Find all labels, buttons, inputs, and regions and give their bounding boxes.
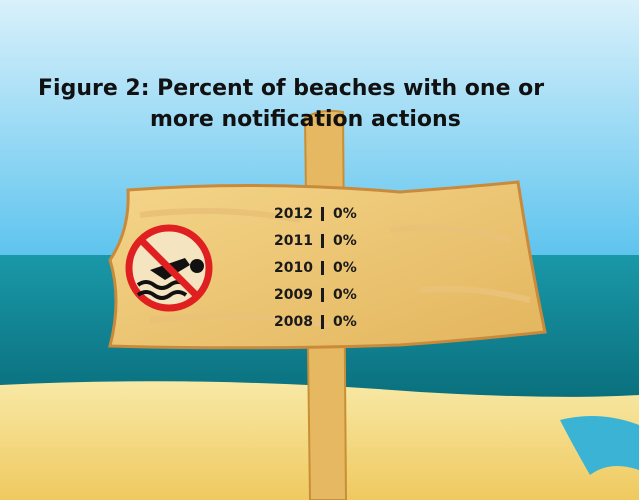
percent-label: 0% [333, 314, 357, 330]
separator [321, 234, 324, 248]
no-swimming-icon [129, 228, 209, 308]
year-label: 2009 [274, 287, 313, 303]
year-label: 2008 [274, 314, 313, 330]
percent-label: 0% [333, 287, 357, 303]
year-label: 2010 [274, 260, 313, 276]
year-label: 2012 [274, 206, 313, 222]
separator [321, 261, 324, 275]
percent-label: 0% [333, 233, 357, 249]
separator [321, 315, 324, 329]
percent-label: 0% [333, 206, 357, 222]
title-line: more notification actions [150, 107, 461, 132]
year-label: 2011 [274, 233, 313, 249]
separator [321, 288, 324, 302]
percent-label: 0% [333, 260, 357, 276]
title-line: Figure 2: Percent of beaches with one or [38, 76, 544, 101]
separator [321, 207, 324, 221]
infographic: Figure 2: Percent of beaches with one or… [0, 0, 639, 500]
